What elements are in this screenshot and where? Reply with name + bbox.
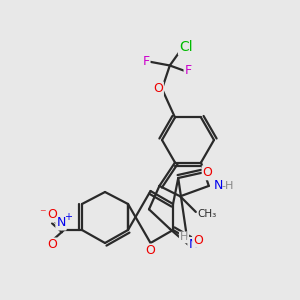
Text: O: O bbox=[47, 208, 57, 221]
Text: -H: -H bbox=[222, 181, 234, 191]
Text: H: H bbox=[180, 232, 188, 242]
Text: F: F bbox=[142, 55, 150, 68]
Text: +: + bbox=[64, 212, 72, 222]
Text: N: N bbox=[214, 179, 223, 192]
Text: N: N bbox=[188, 238, 198, 251]
Text: F: F bbox=[184, 64, 192, 77]
Text: O: O bbox=[146, 244, 155, 257]
Text: O: O bbox=[153, 82, 163, 95]
Text: O: O bbox=[47, 238, 57, 251]
Text: CH₃: CH₃ bbox=[198, 209, 217, 219]
Text: Cl: Cl bbox=[179, 40, 193, 54]
Text: ⁻: ⁻ bbox=[39, 208, 45, 220]
Text: O: O bbox=[193, 234, 203, 247]
Text: O: O bbox=[203, 166, 213, 179]
Text: N: N bbox=[56, 217, 66, 230]
